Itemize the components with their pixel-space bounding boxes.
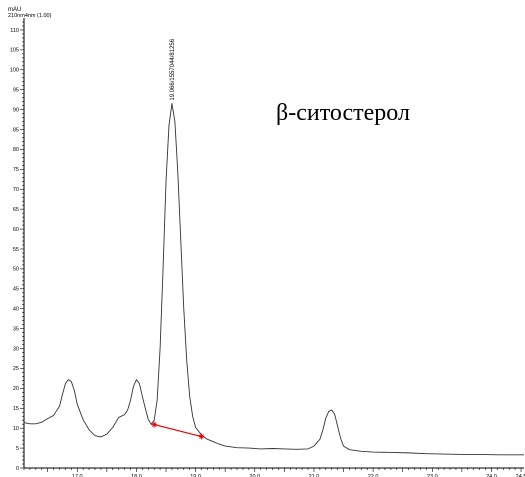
x-tick-label: 17.0 <box>72 474 83 477</box>
baseline-end-marker <box>198 433 205 440</box>
y-axis-unit-label: mAU <box>8 7 22 13</box>
y-tick-label: 55 <box>13 247 19 253</box>
y-tick-label: 85 <box>13 127 19 133</box>
detector-channel-label: 210nm4nm (1.00) <box>8 13 52 19</box>
y-axis: 0 5 10 15 20 25 30 35 40 45 50 55 60 65 70 75 80 85 90 95 10… <box>10 18 25 472</box>
x-tick-label: 21.0 <box>309 474 320 477</box>
x-axis: 17.0 18.0 19.0 20.0 21.0 22.0 23.0 24.0 24.5 <box>23 467 525 477</box>
x-tick-label: 24.0 <box>486 474 497 477</box>
y-tick-label: 110 <box>10 28 19 34</box>
baseline-layer <box>151 421 205 440</box>
x-tick-label: 24.5 <box>516 474 525 477</box>
y-tick-label: 40 <box>13 307 19 313</box>
y-tick-label: 25 <box>13 366 19 372</box>
integration-baseline <box>154 424 202 438</box>
y-tick-label: 60 <box>13 227 19 233</box>
y-tick-label: 0 <box>16 466 19 472</box>
y-tick-label: 70 <box>13 187 19 193</box>
compound-label: β-ситостерол <box>276 100 410 126</box>
y-tick-label: 10 <box>13 426 19 432</box>
y-tick-label: 105 <box>10 48 19 54</box>
chromatogram-trace <box>23 103 524 456</box>
x-tick-label: 20.0 <box>249 474 260 477</box>
y-tick-label: 100 <box>10 68 19 74</box>
y-tick-label: 35 <box>13 326 19 332</box>
x-tick-label: 22.0 <box>368 474 379 477</box>
y-tick-label: 30 <box>13 346 19 352</box>
x-tick-label: 23.0 <box>427 474 438 477</box>
peak-label-layer: 19.066/1557044/81256 <box>170 38 176 100</box>
y-tick-label: 65 <box>13 207 19 213</box>
y-tick-label: 20 <box>13 386 19 392</box>
y-tick-label: 50 <box>13 267 19 273</box>
y-tick-label: 5 <box>16 446 19 452</box>
trace-layer <box>23 103 524 456</box>
x-tick-label: 19.0 <box>190 474 201 477</box>
y-tick-label: 95 <box>13 87 19 93</box>
x-tick-label: 18.0 <box>131 474 142 477</box>
y-tick-label: 90 <box>13 107 19 113</box>
y-tick-label: 45 <box>13 287 19 293</box>
peak-label: 19.066/1557044/81256 <box>170 38 176 100</box>
y-tick-label: 15 <box>13 406 19 412</box>
y-tick-label: 75 <box>13 167 19 173</box>
baseline-start-marker <box>151 421 158 428</box>
y-tick-label: 80 <box>13 147 19 153</box>
